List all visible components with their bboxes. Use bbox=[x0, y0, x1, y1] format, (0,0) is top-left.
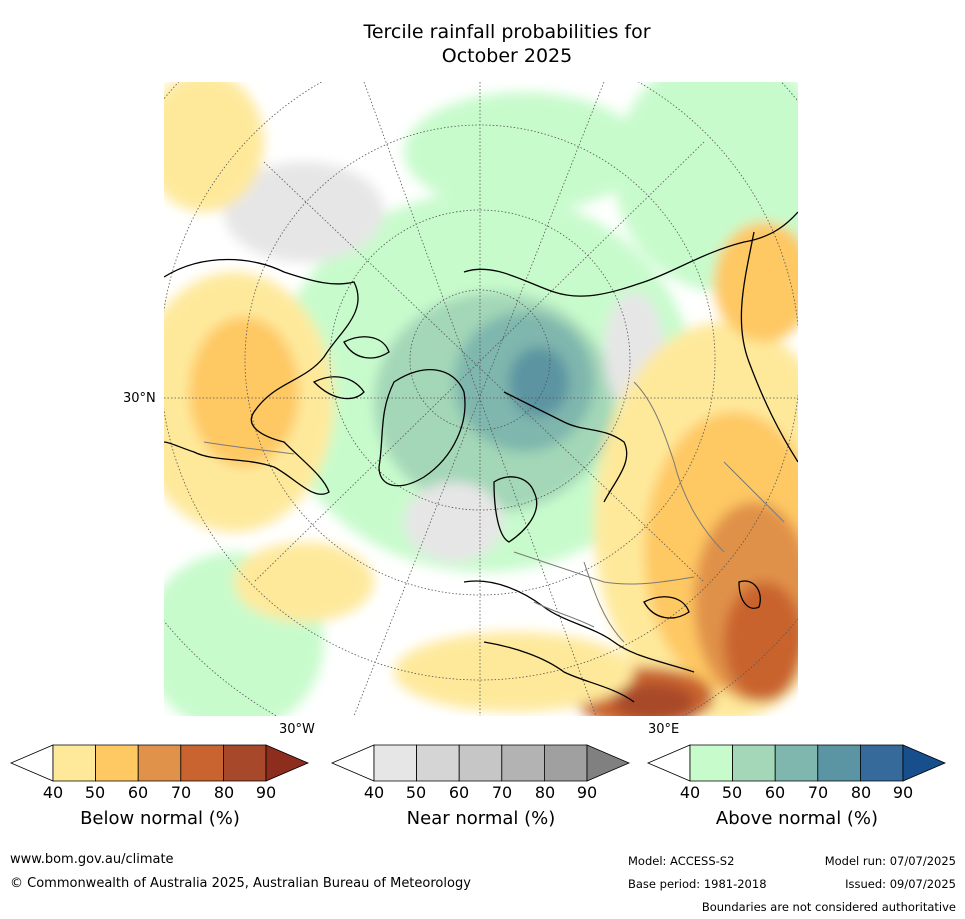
colorbar-segment bbox=[416, 744, 460, 782]
above-normal-region bbox=[404, 92, 644, 212]
below-normal-region bbox=[394, 632, 634, 712]
below-normal-region bbox=[234, 542, 374, 622]
base-period-text: Base period: 1981-2018 bbox=[628, 877, 767, 891]
colorbar-extend-low bbox=[330, 744, 375, 782]
legend-label-below-normal: Below normal (%) bbox=[80, 808, 240, 829]
copyright-text: © Commonwealth of Australia 2025, Austra… bbox=[10, 876, 471, 891]
colorbar-segment bbox=[689, 744, 733, 782]
tick-label: 80 bbox=[213, 783, 235, 802]
issued-text: Issued: 09/07/2025 bbox=[845, 877, 956, 891]
below-normal-region bbox=[189, 317, 299, 467]
tick-label: 50 bbox=[84, 783, 106, 802]
graticule bbox=[164, 82, 798, 716]
tick-label: 40 bbox=[679, 783, 701, 802]
colorbar-extend-low bbox=[646, 744, 691, 782]
colorbar-segment bbox=[458, 744, 503, 782]
tick-label: 90 bbox=[255, 783, 277, 802]
colorbar-extend-high bbox=[586, 744, 631, 782]
tick-label: 40 bbox=[363, 783, 385, 802]
colorbar-above-normal bbox=[646, 744, 947, 782]
website-link[interactable]: www.bom.gov.au/climate bbox=[10, 852, 174, 867]
tick-label: 40 bbox=[42, 783, 64, 802]
tick-label: 50 bbox=[405, 783, 427, 802]
colorbar-segment bbox=[95, 744, 139, 782]
tick-label: 80 bbox=[534, 783, 556, 802]
colorbar-extend-high bbox=[902, 744, 947, 782]
polar-map bbox=[164, 82, 798, 716]
tick-label: 60 bbox=[764, 783, 786, 802]
below-normal-region bbox=[714, 222, 798, 342]
colorbar-extend-low bbox=[9, 744, 54, 782]
tick-label: 80 bbox=[850, 783, 872, 802]
colorbar-near-normal bbox=[330, 744, 631, 782]
above-normal-region bbox=[509, 347, 569, 417]
colorbar-segment bbox=[180, 744, 224, 782]
tick-label: 60 bbox=[127, 783, 149, 802]
coastlines bbox=[164, 211, 798, 703]
near-normal-region bbox=[224, 162, 384, 262]
legend-above-normal bbox=[646, 744, 947, 782]
legend-label-near-normal: Near normal (%) bbox=[406, 808, 556, 829]
model-run-text: Model run: 07/07/2025 bbox=[824, 854, 956, 868]
longitude-label-west: 30°W bbox=[279, 722, 315, 737]
colorbar-below-normal bbox=[9, 744, 310, 782]
colorbar-segment bbox=[137, 744, 182, 782]
colorbar-segment bbox=[774, 744, 819, 782]
tick-label: 50 bbox=[721, 783, 743, 802]
legend-near-normal bbox=[330, 744, 631, 782]
probability-field bbox=[164, 82, 798, 716]
colorbar-segment bbox=[373, 744, 417, 782]
colorbar-segment bbox=[52, 744, 96, 782]
colorbar-segment bbox=[732, 744, 776, 782]
colorbar-segment bbox=[543, 744, 588, 782]
colorbar-extend-high bbox=[265, 744, 310, 782]
colorbar-segment bbox=[859, 744, 904, 782]
below-normal-region bbox=[164, 82, 264, 212]
below-normal-region bbox=[614, 684, 694, 716]
latitude-label: 30°N bbox=[123, 391, 156, 406]
legend-label-above-normal: Above normal (%) bbox=[715, 808, 879, 829]
near-normal-region bbox=[404, 482, 504, 562]
title-line-1: Tercile rainfall probabilities for bbox=[363, 21, 651, 43]
colorbar-segment bbox=[501, 744, 545, 782]
tick-label: 90 bbox=[576, 783, 598, 802]
longitude-label-east: 30°E bbox=[648, 722, 680, 737]
model-text: Model: ACCESS-S2 bbox=[628, 854, 735, 868]
chart-title: Tercile rainfall probabilities for Octob… bbox=[0, 20, 965, 68]
tick-label: 70 bbox=[491, 783, 513, 802]
title-line-2: October 2025 bbox=[441, 45, 573, 67]
country-borders bbox=[203, 381, 785, 643]
disclaimer-text: Boundaries are not considered authoritat… bbox=[701, 900, 956, 914]
tick-label: 70 bbox=[807, 783, 829, 802]
legend-below-normal bbox=[9, 744, 310, 782]
colorbar-segment bbox=[817, 744, 861, 782]
tick-label: 90 bbox=[892, 783, 914, 802]
tick-label: 60 bbox=[448, 783, 470, 802]
below-normal-region bbox=[724, 582, 798, 702]
colorbar-segment bbox=[222, 744, 267, 782]
map-svg bbox=[164, 82, 798, 716]
tick-label: 70 bbox=[170, 783, 192, 802]
